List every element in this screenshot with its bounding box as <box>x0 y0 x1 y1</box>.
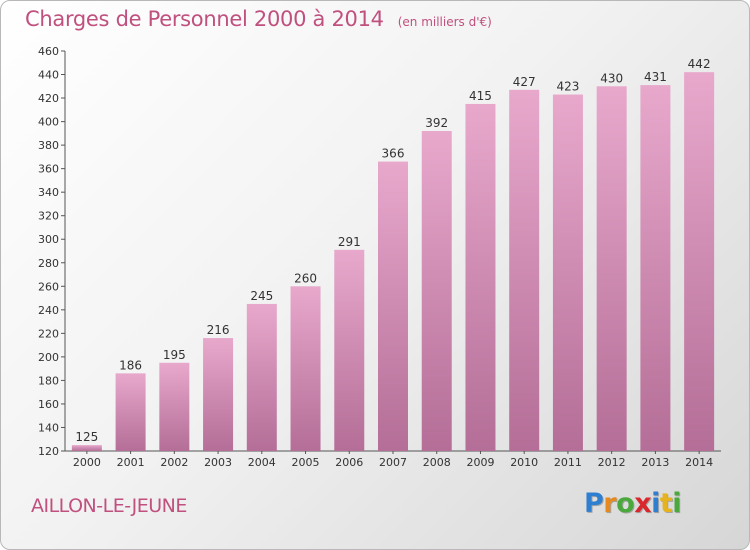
data-label: 245 <box>250 289 273 303</box>
x-tick-label: 2009 <box>466 456 494 469</box>
data-label: 431 <box>644 70 667 84</box>
y-tick-label: 380 <box>38 139 59 152</box>
chart-axes: 120 140 160 180 200 220 240 260 280 300 320 340 360 3… <box>38 45 721 469</box>
y-tick-label: 180 <box>38 374 59 387</box>
data-label: 366 <box>382 147 405 161</box>
x-tick-label: 2012 <box>598 456 626 469</box>
bar-2011 <box>552 94 583 451</box>
y-tick-label: 460 <box>38 45 59 58</box>
data-label: 427 <box>513 75 536 89</box>
logo-letter: o <box>616 488 635 519</box>
bar-2012 <box>596 86 627 451</box>
y-tick-label: 320 <box>38 210 59 223</box>
data-label: 195 <box>163 348 186 362</box>
logo-letter: i <box>651 488 660 519</box>
chart-title-text: Charges de Personnel 2000 à 2014 <box>25 7 384 31</box>
bar-2005 <box>290 286 321 451</box>
y-tick-label: 280 <box>38 257 59 270</box>
bar-2008 <box>421 131 452 451</box>
y-tick-label: 220 <box>38 327 59 340</box>
data-label: 392 <box>425 116 448 130</box>
y-tick-label: 200 <box>38 351 59 364</box>
x-tick-label: 2010 <box>510 456 538 469</box>
data-label: 186 <box>119 358 142 372</box>
x-tick-label: 2006 <box>335 456 363 469</box>
x-tick-label: 2001 <box>117 456 145 469</box>
x-tick-label: 2005 <box>292 456 320 469</box>
logo-letter: t <box>659 488 673 519</box>
data-label: 415 <box>469 89 492 103</box>
proxiti-logo: Proxiti <box>584 488 682 519</box>
y-tick-label: 400 <box>38 116 59 129</box>
bar-2004 <box>246 303 277 451</box>
x-tick-label: 2013 <box>641 456 669 469</box>
data-label: 430 <box>600 71 623 85</box>
x-tick-label: 2003 <box>204 456 232 469</box>
bar-2010 <box>509 89 540 451</box>
y-tick-label: 300 <box>38 233 59 246</box>
bar-2013 <box>640 85 671 451</box>
data-label: 125 <box>75 430 98 444</box>
data-label: 442 <box>688 57 711 71</box>
y-tick-label: 140 <box>38 421 59 434</box>
bar-2000 <box>71 445 102 451</box>
x-tick-label: 2007 <box>379 456 407 469</box>
bar-2002 <box>159 362 190 451</box>
bar-2007 <box>378 161 408 451</box>
x-tick-label: 2014 <box>685 456 713 469</box>
chart-bars <box>71 72 715 452</box>
logo-letter: P <box>584 488 604 519</box>
x-tick-label: 2002 <box>160 456 188 469</box>
chart-data-labels: 125 186 195 216 245 260 291 366 392 415 427 423 430 4… <box>75 57 710 444</box>
y-tick-label: 340 <box>38 186 59 199</box>
bar-2001 <box>115 373 146 451</box>
y-tick-label: 440 <box>38 69 59 82</box>
y-tick-label: 420 <box>38 92 59 105</box>
y-tick-label: 240 <box>38 304 59 317</box>
x-tick-label: 2004 <box>248 456 276 469</box>
x-tick-label: 2011 <box>554 456 582 469</box>
x-tick-label: 2000 <box>73 456 101 469</box>
y-tick-label: 360 <box>38 163 59 176</box>
data-label: 423 <box>556 80 579 94</box>
data-label: 216 <box>207 323 230 337</box>
x-tick-label: 2008 <box>423 456 451 469</box>
logo-letter: x <box>634 488 652 519</box>
bar-2009 <box>465 103 496 452</box>
chart-title: Charges de Personnel 2000 à 2014 (en mill… <box>25 7 492 31</box>
y-tick-label: 160 <box>38 398 59 411</box>
bar-2003 <box>203 338 234 451</box>
commune-name: AILLON-LE-JEUNE <box>31 495 187 517</box>
logo-letter: i <box>672 488 682 519</box>
y-tick-label: 120 <box>38 445 59 458</box>
bar-2014 <box>684 72 715 452</box>
y-tick-label: 260 <box>38 280 59 293</box>
bar-2006 <box>334 249 365 451</box>
data-label: 291 <box>338 235 361 249</box>
logo-letter: r <box>603 488 617 519</box>
data-label: 260 <box>294 271 317 285</box>
chart-subtitle: (en milliers d'€) <box>397 15 492 29</box>
